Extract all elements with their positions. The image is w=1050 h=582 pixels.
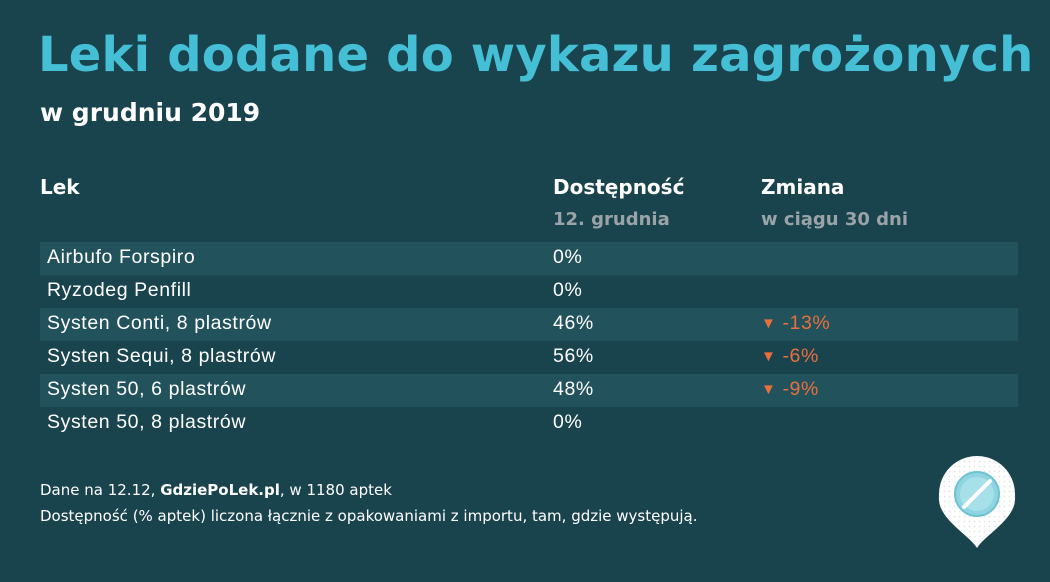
footnote-source-prefix: Dane na 12.12, [40, 481, 161, 499]
column-header-change: Zmiana [761, 175, 845, 199]
drug-name: Systen Sequi, 8 plastrów [47, 345, 277, 367]
table-row: Ryzodeg Penfill 0% [40, 275, 1018, 308]
availability-value: 0% [553, 246, 583, 268]
page-title: Leki dodane do wykazu zagrożonych [38, 27, 1034, 83]
footnote-methodology: Dostępność (% aptek) liczona łącznie z o… [40, 507, 698, 525]
table-row: Systen 50, 8 plastrów 0% [40, 407, 1018, 440]
column-header-drug: Lek [40, 175, 80, 199]
table-row: Airbufo Forspiro 0% [40, 242, 1018, 275]
table-row: Systen Sequi, 8 plastrów 56% ▼ -6% [40, 341, 1018, 374]
down-arrow-icon: ▼ [761, 348, 777, 365]
down-arrow-icon: ▼ [761, 315, 777, 332]
column-subheader-availability-date: 12. grudnia [553, 209, 670, 230]
page-subtitle: w grudniu 2019 [40, 98, 261, 127]
change-value: ▼ -6% [761, 341, 819, 374]
drug-name: Systen 50, 8 plastrów [47, 411, 247, 433]
drug-table: Airbufo Forspiro 0% Ryzodeg Penfill 0% S… [40, 242, 1018, 440]
source-link[interactable]: GdziePoLek.pl [160, 481, 280, 499]
change-value: ▼ -9% [761, 374, 819, 407]
drug-name: Systen 50, 6 plastrów [47, 378, 247, 400]
pill-location-pin-icon [937, 454, 1017, 550]
column-subheader-change-period: w ciągu 30 dni [761, 209, 909, 230]
drug-name: Airbufo Forspiro [47, 246, 196, 268]
table-row: Systen Conti, 8 plastrów 46% ▼ -13% [40, 308, 1018, 341]
down-arrow-icon: ▼ [761, 381, 777, 398]
availability-value: 48% [553, 378, 594, 400]
footnote-source: Dane na 12.12, GdziePoLek.pl, w 1180 apt… [40, 479, 392, 501]
footnote-source-suffix: , w 1180 aptek [279, 481, 392, 499]
column-header-availability: Dostępność [553, 175, 685, 199]
change-value-text: -13% [782, 312, 831, 334]
availability-value: 56% [553, 345, 594, 367]
availability-value: 0% [553, 411, 583, 433]
change-value: ▼ -13% [761, 308, 830, 341]
availability-value: 0% [553, 279, 583, 301]
table-row: Systen 50, 6 plastrów 48% ▼ -9% [40, 374, 1018, 407]
availability-value: 46% [553, 312, 594, 334]
change-value-text: -6% [782, 345, 819, 367]
drug-name: Ryzodeg Penfill [47, 279, 192, 301]
change-value-text: -9% [782, 378, 819, 400]
drug-name: Systen Conti, 8 plastrów [47, 312, 272, 334]
